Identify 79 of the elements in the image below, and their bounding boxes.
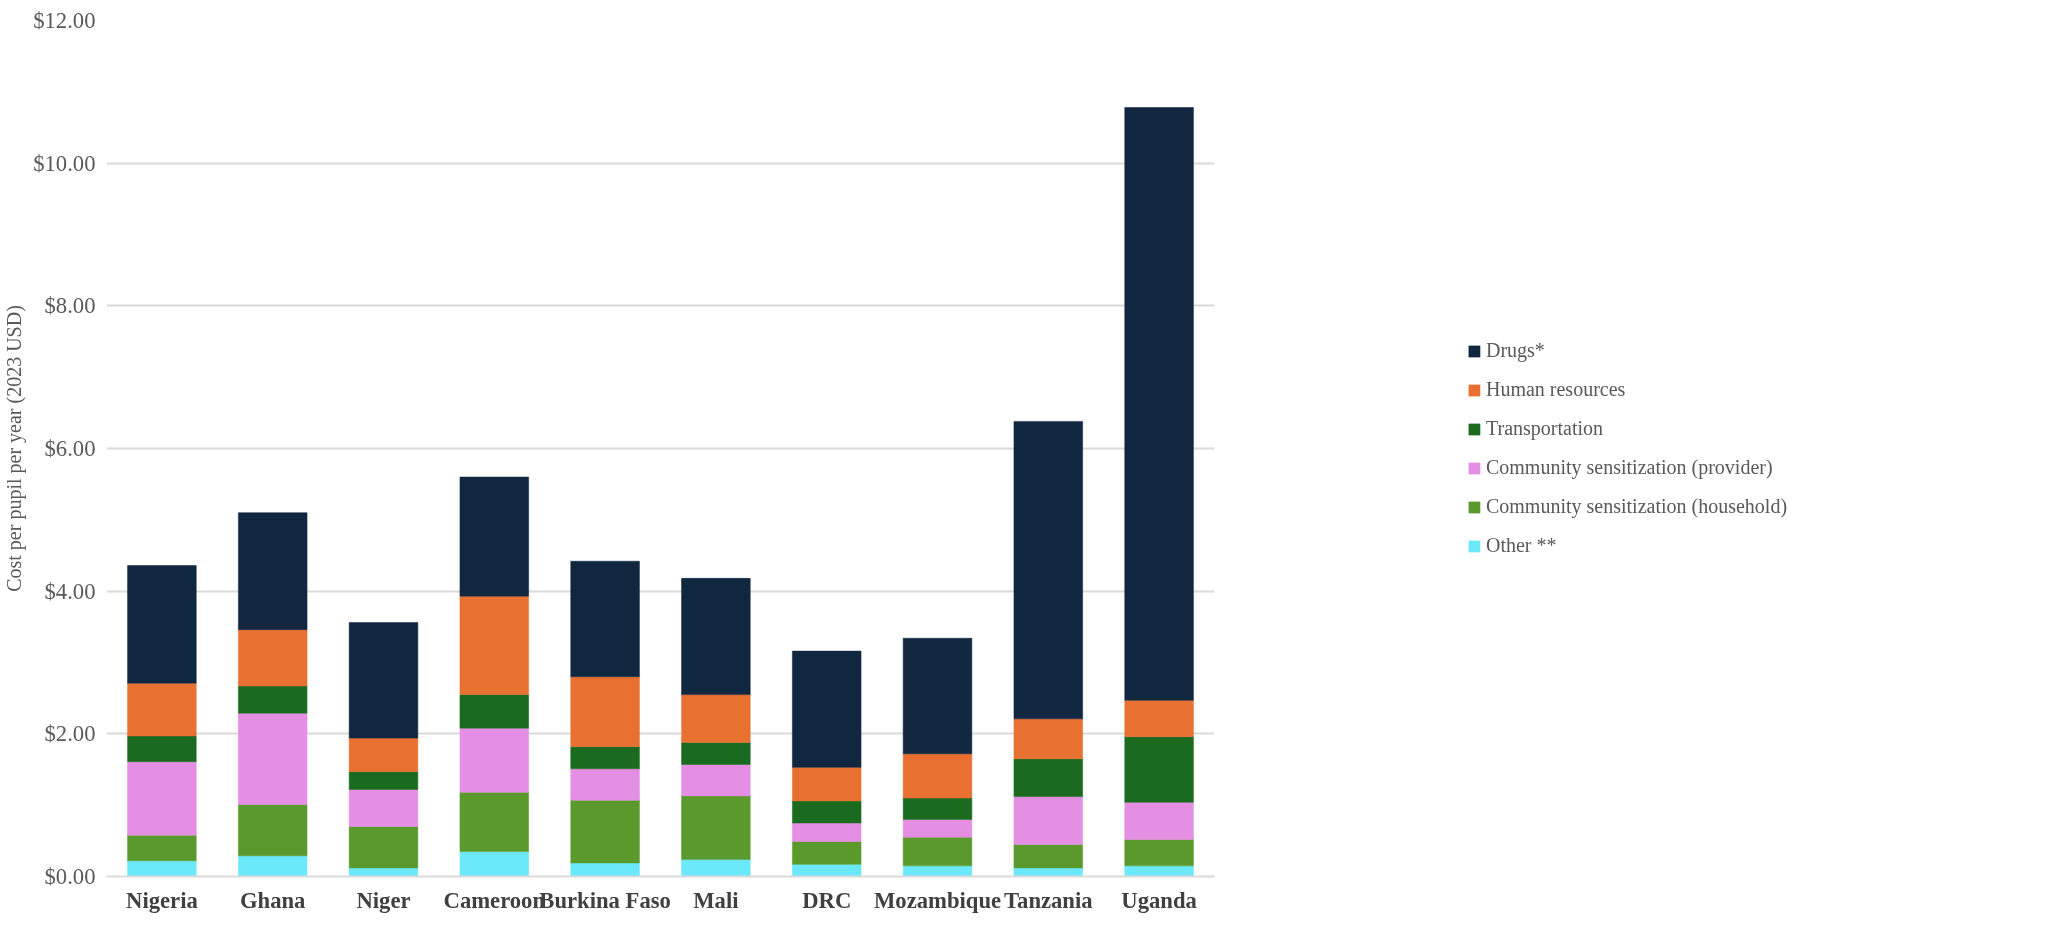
x-tick-label: Mozambique [873,887,1002,913]
y-axis-title: Cost per pupil per year (2023 USD) [3,305,27,592]
bar [1013,796,1083,845]
bar [459,694,529,729]
legend-label: Community sensitization (household) [1485,495,1788,518]
x-tick-label: Nigeria [126,887,198,913]
bar [902,797,973,820]
bar [1013,421,1083,720]
bar [902,865,973,877]
legend-label: Community sensitization (provider) [1485,456,1773,479]
bar [792,864,862,877]
bar [238,712,308,805]
bar [238,804,308,857]
bar [681,742,751,765]
x-tick-label: Uganda [1121,887,1197,913]
bar [570,676,640,747]
x-tick-label: DRC [802,887,852,913]
legend-label: Other ** [1485,534,1557,557]
bar [1124,802,1194,840]
legend-label: Human resources [1485,378,1626,401]
x-tick-label: Niger [356,887,411,913]
y-tick-label: $0.00 [44,864,96,889]
bar [570,799,640,864]
y-tick-label: $4.00 [44,578,96,604]
bar [681,795,751,860]
bar [681,694,751,743]
bar [570,560,640,678]
y-tick-label: $10.00 [33,150,96,176]
bar [570,768,640,801]
bar [1124,736,1194,803]
bar [238,629,308,687]
bar [792,841,862,865]
bar [459,792,529,852]
bar [459,595,529,695]
y-tick-label: $2.00 [44,721,96,747]
bar [459,476,529,597]
bar [1124,865,1194,877]
y-tick-label: $6.00 [44,436,96,461]
bar [127,565,197,684]
bar [127,834,197,862]
bar [348,826,419,869]
bar [792,822,862,842]
bar [348,789,419,827]
bar [238,512,308,630]
bar [902,638,973,755]
bar [681,859,751,877]
bar [348,622,419,739]
x-tick-label: Mali [693,887,739,913]
bar [792,650,862,768]
bar [681,578,751,695]
bar [1013,758,1083,797]
bar [127,860,197,877]
bar [792,767,862,802]
bar [238,855,308,877]
bar [127,682,197,737]
bar [1124,107,1194,701]
x-tick-label: Tanzania [1004,887,1093,913]
bar [792,800,862,824]
bar [681,764,751,797]
bar [459,727,529,793]
bar [127,761,197,836]
y-tick-label: $12.00 [33,8,96,33]
bar [1013,844,1083,869]
bar [348,737,419,772]
bar [127,735,197,762]
legend-label: Transportation [1485,417,1603,440]
x-tick-label: Ghana [239,887,306,913]
y-tick-label: $8.00 [44,293,96,319]
bar [459,851,529,877]
bar [902,837,973,867]
bar [902,819,973,838]
bar [238,685,308,714]
bar [348,771,419,790]
legend-label: Drugs* [1485,339,1545,362]
bar [1013,718,1083,760]
bar [570,746,640,770]
bar [1124,839,1194,867]
bar [902,753,973,799]
bar [1124,700,1194,737]
